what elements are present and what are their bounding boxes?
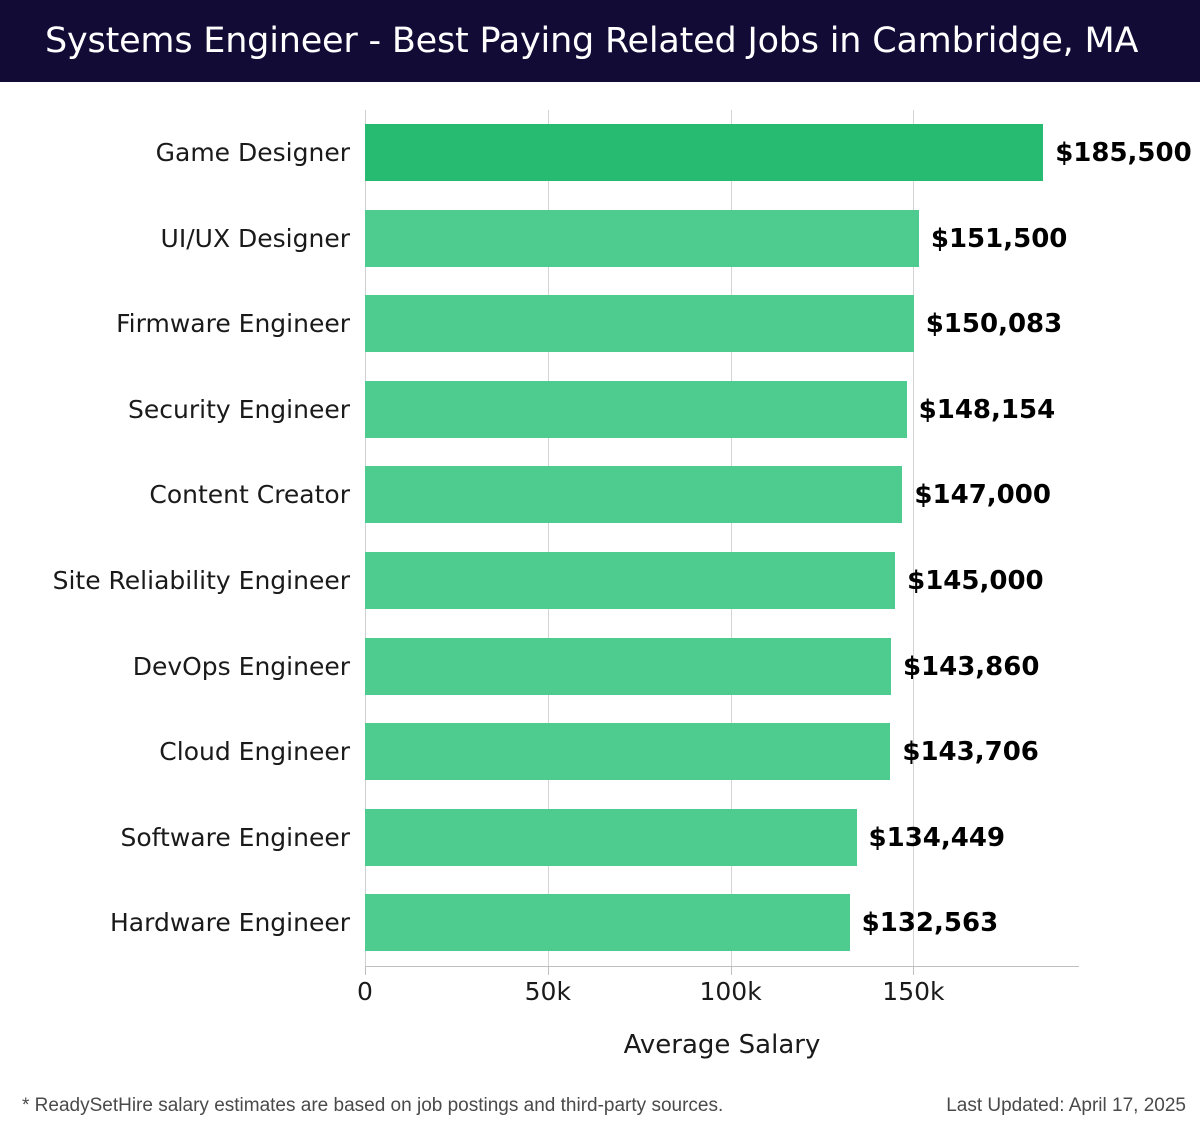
category-label: Game Designer — [155, 138, 350, 167]
category-label: Software Engineer — [120, 822, 351, 852]
x-tick-mark — [365, 966, 366, 975]
category-label: Site Reliability Engineer — [52, 566, 350, 595]
x-axis-title: Average Salary — [623, 1030, 821, 1060]
category-label: Firmware Engineer — [116, 309, 350, 339]
chart-row: Game Designer $185,500 — [156, 110, 1192, 196]
bar-value-label: $143,706 — [902, 737, 1039, 768]
bar-value-label: $145,000 — [907, 566, 1044, 596]
footer-last-updated: Last Updated: April 17, 2025 — [946, 1095, 1186, 1116]
bar-value-label: $132,563 — [861, 908, 999, 939]
bar-value-label: $148,154 — [918, 394, 1056, 425]
bar-value-label: $134,449 — [868, 822, 1006, 853]
bar[interactable] — [365, 552, 896, 609]
x-tick-mark — [547, 966, 549, 975]
bar-value-label: $185,500 — [1055, 138, 1192, 168]
bar[interactable] — [365, 295, 914, 353]
bar[interactable] — [365, 894, 850, 952]
category-label: Cloud Engineer — [159, 737, 350, 767]
chart-row: Hardware Engineer $132,563 — [110, 880, 1078, 966]
x-tick-mark — [913, 966, 915, 975]
gridline — [913, 110, 915, 966]
chart-row: Site Reliability Engineer $145,000 — [53, 538, 1078, 624]
bar[interactable] — [365, 723, 891, 781]
x-axis-line — [365, 966, 1079, 967]
chart-row: DevOps Engineer $143,860 — [133, 624, 1078, 710]
bar[interactable] — [365, 637, 891, 695]
x-tick-label: 50k — [524, 977, 571, 1006]
gridline — [547, 110, 549, 966]
page-title: Systems Engineer - Best Paying Related J… — [45, 21, 1139, 61]
chart-row: Cloud Engineer $143,706 — [159, 709, 1078, 795]
plot-area: Game Designer $185,500 UI/UX Designer $151,… — [53, 110, 1192, 966]
chart-row: UI/UX Designer $151,500 — [161, 196, 1078, 282]
x-tick-label: 150k — [882, 977, 945, 1006]
x-tick-label: 100k — [699, 977, 762, 1006]
category-label: Security Engineer — [128, 394, 350, 424]
chart-row: Security Engineer $148,154 — [128, 367, 1078, 453]
footer-disclaimer: * ReadySetHire salary estimates are base… — [22, 1095, 724, 1116]
bar-value-label: $150,083 — [925, 309, 1063, 340]
chart-row: Firmware Engineer $150,083 — [116, 281, 1078, 367]
chart-row: Software Engineer $134,449 — [121, 795, 1078, 881]
bar[interactable] — [365, 808, 857, 866]
category-label: DevOps Engineer — [132, 651, 350, 681]
bar-value-label: $147,000 — [914, 480, 1051, 511]
bar-value-label: $143,860 — [902, 651, 1040, 682]
category-label: UI/UX Designer — [160, 223, 350, 253]
bar[interactable] — [365, 124, 1044, 181]
chart-row: Content Creator $147,000 — [149, 452, 1078, 538]
gridline — [365, 110, 366, 966]
x-tick-label: 0 — [357, 977, 373, 1006]
bar[interactable] — [365, 209, 919, 267]
x-tick-mark — [730, 966, 732, 975]
category-label: Content Creator — [149, 480, 350, 510]
bar[interactable] — [365, 380, 907, 438]
category-label: Hardware Engineer — [110, 908, 350, 938]
header-band: Systems Engineer - Best Paying Related J… — [0, 0, 1200, 82]
bar-value-label: $151,500 — [930, 223, 1068, 254]
bar[interactable] — [365, 466, 903, 524]
gridline — [730, 110, 732, 966]
